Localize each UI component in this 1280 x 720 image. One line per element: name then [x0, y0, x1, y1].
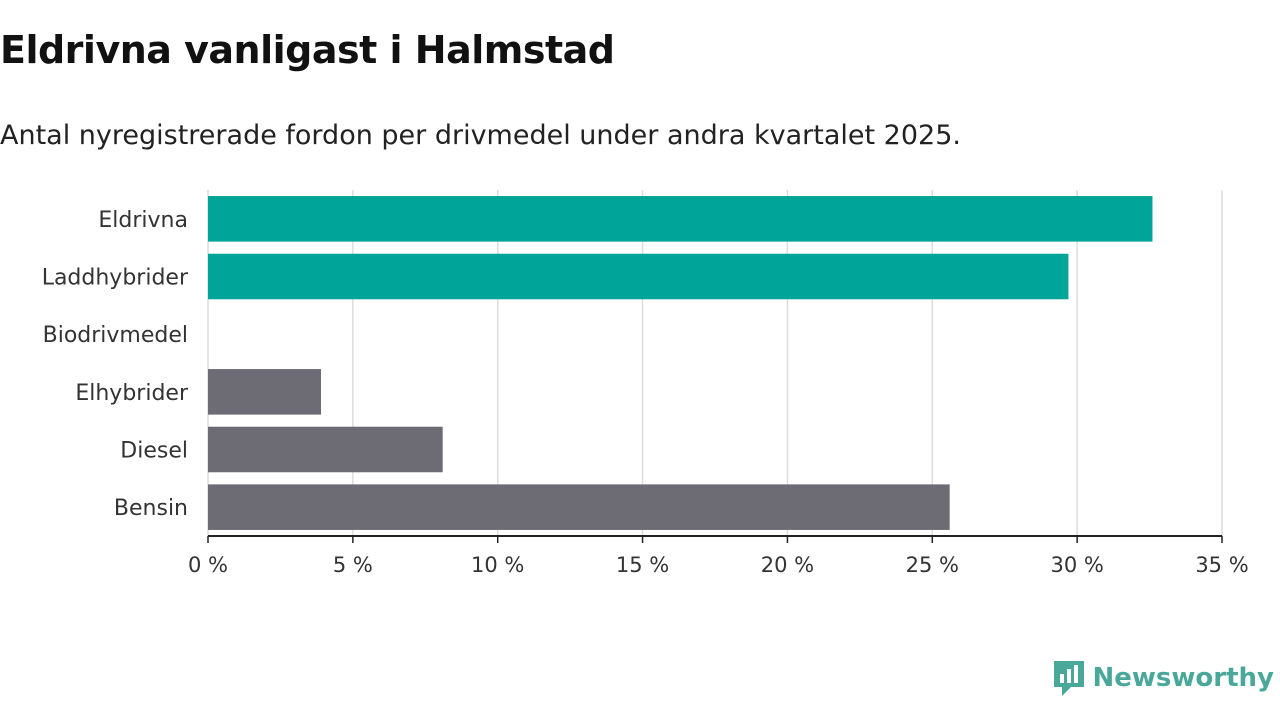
- x-tick-label: 30 %: [1050, 553, 1103, 577]
- brand-name: Newsworthy: [1092, 663, 1274, 693]
- category-label: Laddhybrider: [42, 266, 189, 291]
- bar-bensin: [208, 484, 950, 530]
- grid-lines: [207, 190, 1223, 536]
- chart-title: Eldrivna vanligast i Halmstad: [0, 28, 615, 72]
- x-tick-label: 5 %: [333, 553, 373, 577]
- bar-elhybrider: [208, 369, 321, 415]
- x-tick-label: 25 %: [906, 553, 959, 577]
- bar-chart: Eldrivna Laddhybrider Biodrivmedel Elhybrid…: [42, 190, 1249, 577]
- category-label: Elhybrider: [75, 381, 189, 406]
- category-label: Diesel: [120, 439, 188, 464]
- x-tick-label: 10 %: [471, 553, 524, 577]
- x-tick-label: 15 %: [616, 553, 669, 577]
- x-tick-label: 20 %: [761, 553, 814, 577]
- chart-subtitle: Antal nyregistrerade fordon per drivmede…: [0, 120, 961, 151]
- category-label: Eldrivna: [98, 208, 188, 233]
- newsworthy-logo: Newsworthy: [1051, 658, 1274, 698]
- category-label: Biodrivmedel: [43, 323, 188, 348]
- category-label: Bensin: [114, 496, 188, 521]
- x-tick-label: 0 %: [188, 553, 228, 577]
- bars: [208, 196, 1153, 530]
- newsworthy-logo-icon: [1053, 661, 1084, 696]
- bar-laddhybrider: [208, 253, 1069, 300]
- x-tick-label: 35 %: [1195, 553, 1248, 577]
- bar-eldrivna: [208, 196, 1153, 242]
- category-labels: Eldrivna Laddhybrider Biodrivmedel Elhybrid…: [42, 208, 189, 521]
- x-axis: 0 % 5 % 10 % 15 % 20 % 25 % 30 % 35 %: [188, 535, 1249, 577]
- bar-diesel: [208, 426, 443, 473]
